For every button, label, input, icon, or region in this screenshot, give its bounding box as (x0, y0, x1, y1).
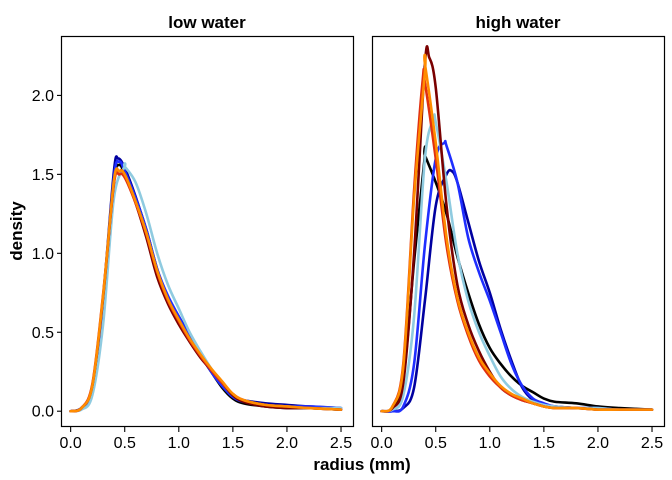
x-tick-label-low-water-1: 0.5 (114, 435, 136, 452)
x-tick-label-high-water-4: 2.0 (587, 435, 609, 452)
x-tick-label-high-water-1: 0.5 (425, 435, 447, 452)
y-axis-ticks: 0.0 0.5 1.0 1.5 2.0 (32, 88, 62, 421)
x-tick-label-low-water-3: 1.5 (222, 435, 244, 452)
x-tick-label-low-water-2: 1.0 (168, 435, 190, 452)
x-tick-label-high-water-2: 1.0 (479, 435, 501, 452)
y-tick-label-3: 1.5 (32, 167, 54, 184)
panel-low-water: low water 0.0 0.5 1.0 1.5 2.0 2.5 0.0 0.5 1.0 1.… (32, 13, 355, 452)
x-tick-label-low-water-5: 2.5 (330, 435, 352, 452)
x-tick-label-high-water-3: 1.5 (533, 435, 555, 452)
density-curve-low-water-7 (69, 167, 343, 413)
x-tick-label-high-water-5: 2.5 (641, 435, 663, 452)
x-tick-label-low-water-4: 2.0 (276, 435, 298, 452)
density-curve-high-water-7 (380, 53, 654, 413)
y-tick-label-4: 2.0 (32, 88, 54, 105)
panel-title-low-water: low water (168, 13, 246, 32)
curves-low-water (69, 155, 343, 413)
panel-frame-high-water (371, 35, 666, 428)
y-axis-label: density (7, 201, 26, 261)
x-axis-ticks-low-water: 0.0 0.5 1.0 1.5 2.0 2.5 (60, 427, 352, 452)
x-tick-label-high-water-0: 0.0 (371, 435, 393, 452)
x-tick-label-low-water-0: 0.0 (60, 435, 82, 452)
panel-high-water: high water 0.0 0.5 1.0 1.5 2.0 2.5 (371, 13, 666, 452)
y-tick-label-0: 0.0 (32, 404, 54, 421)
panel-frame-low-water (60, 35, 355, 428)
y-tick-label-1: 0.5 (32, 325, 54, 342)
x-axis-label: radius (mm) (313, 455, 410, 474)
curves-high-water (380, 45, 654, 413)
x-axis-ticks-high-water: 0.0 0.5 1.0 1.5 2.0 2.5 (371, 427, 663, 452)
panel-title-high-water: high water (475, 13, 560, 32)
y-tick-label-2: 1.0 (32, 246, 54, 263)
